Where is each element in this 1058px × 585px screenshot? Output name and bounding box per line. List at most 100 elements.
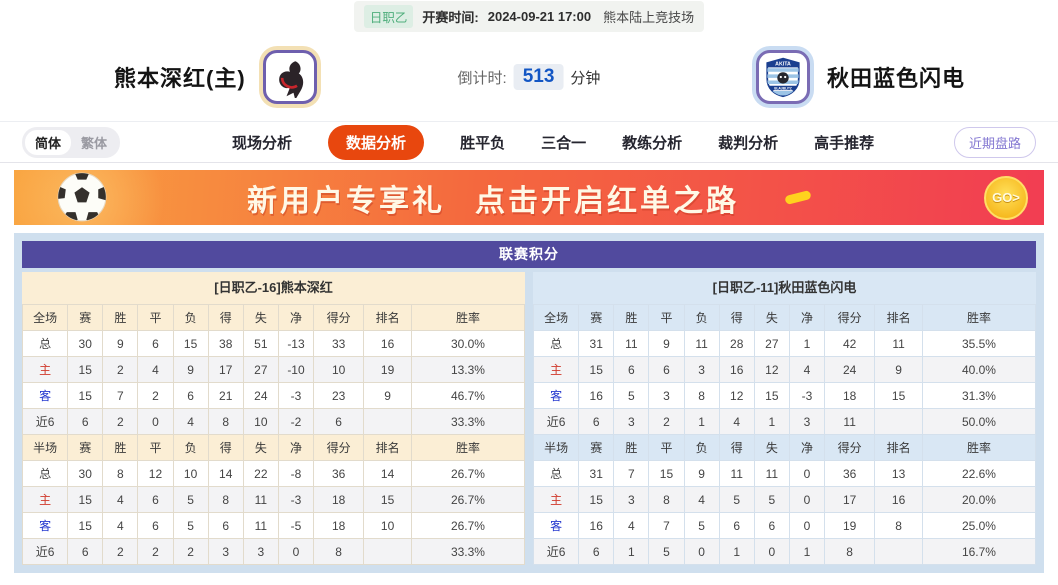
stats-cell: 11 <box>874 330 923 357</box>
banner-text-sub: 点击开启红单之路 <box>475 184 739 218</box>
stats-cell: 6 <box>313 408 365 435</box>
stats-cell: 38 <box>207 330 244 357</box>
stats-row: 客 15 4 6 5 6 11 -5 18 10 26.7% <box>21 512 526 539</box>
column-header: 胜 <box>613 434 650 461</box>
column-header: 胜率 <box>921 434 1037 461</box>
column-header: 得分 <box>824 304 876 331</box>
column-header: 胜 <box>102 304 139 331</box>
stats-cell: 16 <box>363 330 412 357</box>
stats-cell: 15 <box>363 486 412 513</box>
stats-cell: 1 <box>788 538 826 565</box>
stats-cell: -5 <box>277 512 315 539</box>
stats-cell: 50.0% <box>921 408 1037 435</box>
tab-live-analysis[interactable]: 现场分析 <box>232 134 293 152</box>
stats-cell: 15 <box>648 460 685 487</box>
stats-cell: 9 <box>172 356 209 383</box>
column-header: 负 <box>172 434 209 461</box>
stats-cell: 14 <box>207 460 244 487</box>
stats-row: 主 15 2 4 9 17 27 -10 10 19 13.3% <box>21 356 526 383</box>
language-toggle[interactable]: 简体 繁体 <box>22 126 121 158</box>
stats-cell: 0 <box>277 538 315 565</box>
stats-cell: 3 <box>648 382 685 409</box>
stats-cell: 8 <box>648 486 685 513</box>
column-header: 全场 <box>532 304 580 331</box>
column-header: 赛 <box>67 434 104 461</box>
stats-cell: 15 <box>874 382 923 409</box>
stats-cell: 15 <box>67 356 104 383</box>
stats-cell: 2 <box>102 538 139 565</box>
row-label: 主 <box>532 356 580 383</box>
column-header-row: 全场赛胜平负得失净得分 排名 胜率 <box>21 304 526 331</box>
column-header-row: 全场赛胜平负得失净得分 排名 胜率 <box>532 304 1037 331</box>
row-label: 近6 <box>532 538 580 565</box>
tab-referee-analysis[interactable]: 裁判分析 <box>718 134 779 152</box>
stats-cell: 16 <box>874 486 923 513</box>
tab-data-analysis[interactable]: 数据分析 <box>328 124 425 160</box>
stats-cell: 26.7% <box>410 486 526 513</box>
stats-row: 总 30 9 6 15 38 51 -13 33 16 30.0% <box>21 330 526 357</box>
home-stats-table: 全场赛胜平负得失净得分 排名 胜率总 30 9 6 15 38 51 -13 33 16 30.0% 主 1… <box>21 304 526 565</box>
stats-cell: 6 <box>578 408 615 435</box>
match-header: 熊本深红(主) 倒计时: 513 分钟 <box>0 33 1058 122</box>
venue: 熊本陆上竞技场 <box>603 10 695 25</box>
stats-cell: 6 <box>613 356 650 383</box>
tab-coach-analysis[interactable]: 教练分析 <box>622 134 683 152</box>
stats-cell: 15 <box>67 486 104 513</box>
stats-cell: 26.7% <box>410 512 526 539</box>
stats-cell: 28 <box>718 330 755 357</box>
stats-cell: 18 <box>313 512 365 539</box>
lang-option-simplified[interactable]: 简体 <box>25 129 72 155</box>
tab-win-draw-lose[interactable]: 胜平负 <box>460 134 506 152</box>
row-label: 主 <box>21 486 69 513</box>
stats-cell: 4 <box>788 356 826 383</box>
stats-cell: 31 <box>578 330 615 357</box>
lang-option-traditional[interactable]: 繁体 <box>81 135 108 151</box>
away-league-table: [日职乙-11]秋田蓝色闪电 全场赛胜平负得失净得分 排名 胜率总 31 11 9 11 28… <box>532 272 1037 565</box>
stats-cell: 6 <box>578 538 615 565</box>
column-header: 排名 <box>874 304 923 331</box>
stats-cell: 8 <box>313 538 365 565</box>
column-header: 失 <box>753 304 790 331</box>
tab-three-in-one[interactable]: 三合一 <box>541 134 587 152</box>
stats-cell: 11 <box>718 460 755 487</box>
stats-row: 近6 6 3 2 1 4 1 3 11 50.0% <box>532 408 1037 435</box>
countdown-value: 513 <box>513 64 564 90</box>
stats-cell: 18 <box>824 382 876 409</box>
row-label: 主 <box>532 486 580 513</box>
stats-cell: 1 <box>683 408 720 435</box>
column-header: 得分 <box>313 434 365 461</box>
tab-expert-picks[interactable]: 高手推荐 <box>814 134 875 152</box>
away-team-logo-icon: AKITA BLAUBLITZ <box>756 50 810 104</box>
promo-banner[interactable]: 新用户专享礼 点击开启红单之路 GO> <box>14 170 1044 225</box>
league-points-panel: 联赛积分 [日职乙-16]熊本深红 全场赛胜平负得失净得分 排名 胜率总 30 9 6 15… <box>14 233 1044 573</box>
stats-cell: 10 <box>313 356 365 383</box>
stats-cell: 8 <box>207 486 244 513</box>
stats-cell: 33.3% <box>410 538 526 565</box>
kickoff-info-pill: 日职乙 开赛时间: 2024-09-21 17:00 熊本陆上竞技场 <box>353 1 705 32</box>
row-label: 近6 <box>21 408 69 435</box>
stats-row: 主 15 3 8 4 5 5 0 17 16 20.0% <box>532 486 1037 513</box>
stats-cell: 8 <box>683 382 720 409</box>
stats-cell: 11 <box>753 460 790 487</box>
recent-odds-button[interactable]: 近期盘路 <box>953 126 1036 158</box>
stats-cell: 0 <box>788 512 826 539</box>
row-label: 总 <box>21 330 69 357</box>
stats-cell: 0 <box>683 538 720 565</box>
go-button[interactable]: GO> <box>984 175 1028 220</box>
stats-cell: 26.7% <box>410 460 526 487</box>
column-header: 赛 <box>67 304 104 331</box>
analysis-nav: 简体 繁体 现场分析 数据分析 胜平负 三合一 教练分析 裁判分析 高手推荐 近期盘路 <box>0 122 1058 163</box>
stats-cell: 0 <box>753 538 790 565</box>
column-header: 净 <box>788 304 826 331</box>
nav-tabs: 现场分析 数据分析 胜平负 三合一 教练分析 裁判分析 高手推荐 <box>232 124 875 160</box>
stats-cell: 1 <box>613 538 650 565</box>
column-header: 失 <box>753 434 790 461</box>
stats-cell: -10 <box>277 356 315 383</box>
stats-cell: 35.5% <box>921 330 1037 357</box>
stats-cell: 13.3% <box>410 356 526 383</box>
stats-cell: 3 <box>242 538 279 565</box>
stats-cell: 23 <box>313 382 365 409</box>
home-team-logo-icon <box>262 50 317 104</box>
stats-cell: 30 <box>67 330 104 357</box>
row-label: 近6 <box>532 408 580 435</box>
